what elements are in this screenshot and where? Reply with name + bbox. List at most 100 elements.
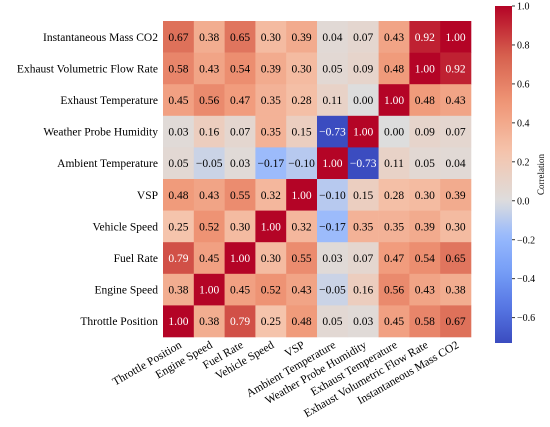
cell-value-label: 0.38	[446, 285, 466, 297]
heatmap-cell	[163, 84, 195, 117]
heatmap-cell	[193, 179, 225, 211]
cell-value-label: 0.25	[168, 221, 188, 233]
cell-value-label: 0.00	[353, 95, 373, 107]
cell-value-label: 0.48	[384, 63, 404, 75]
heatmap-cell	[317, 147, 349, 180]
heatmap-cell	[440, 210, 472, 243]
cell-value-label: 0.35	[261, 95, 281, 107]
colorbar-gradient	[495, 6, 512, 343]
heatmap-cell	[317, 179, 349, 211]
cell-value-label: 0.30	[261, 32, 281, 44]
cell-value-label: 1.00	[199, 285, 219, 297]
cell-value-label: 0.39	[261, 63, 281, 75]
row-label: VSP	[137, 190, 158, 202]
heatmap-cell	[163, 115, 195, 148]
heatmap-cell	[440, 147, 472, 180]
heatmap-cell	[347, 147, 379, 180]
heatmap-cell	[409, 21, 441, 53]
heatmap-cell	[409, 52, 441, 85]
colorbar-tick-label: 0.8	[517, 40, 530, 51]
cell-value-label: 0.03	[353, 316, 373, 328]
cell-value-label: 0.58	[415, 316, 435, 328]
cell-value-label: 1.00	[230, 253, 250, 265]
heatmap-cell	[347, 84, 379, 117]
heatmap-cell	[193, 147, 225, 180]
heatmap-cell	[163, 210, 195, 243]
cell-value-label: 0.65	[230, 32, 250, 44]
cell-value-label: 0.39	[415, 221, 435, 233]
heatmap-cell	[163, 147, 195, 180]
heatmap-cell	[224, 21, 256, 53]
heatmap-cell	[286, 273, 318, 306]
colorbar-tick-label: −0.2	[517, 235, 535, 246]
row-label: Vehicle Speed	[93, 221, 159, 233]
heatmap-cell	[440, 305, 472, 338]
cell-value-label: 0.05	[415, 158, 435, 170]
colorbar-tick-label: −0.6	[517, 313, 535, 324]
cell-value-label: 0.92	[415, 32, 435, 44]
heatmap-cell	[286, 242, 318, 275]
row-label: Exhaust Temperature	[60, 95, 158, 107]
heatmap-cell	[378, 179, 410, 211]
cell-value-label: 0.58	[168, 63, 188, 75]
row-label: Exhaust Volumetric Flow Rate	[17, 63, 158, 75]
cell-value-label: 0.04	[322, 32, 342, 44]
heatmap-cell	[347, 305, 379, 338]
heatmap-cell	[347, 242, 379, 275]
cell-value-label: 0.16	[199, 127, 219, 139]
cell-value-label: 0.35	[384, 221, 404, 233]
cell-value-label: 0.43	[446, 95, 466, 107]
cell-value-label: 0.55	[292, 253, 312, 265]
heatmap-cell	[440, 115, 472, 148]
cell-value-label: −0.05	[196, 158, 223, 170]
cell-value-label: 0.47	[384, 253, 404, 265]
cell-value-label: 0.30	[415, 190, 435, 202]
heatmap-cell	[440, 21, 472, 53]
heatmap-cell	[347, 52, 379, 85]
colorbar: 1.0 0.8 0.6 0.4 0.2 0.0 −0.2 −0.4 −0.6 Correlatio…	[495, 2, 546, 343]
heatmap-cell	[255, 147, 287, 180]
heatmap-cell	[286, 147, 318, 180]
row-label: Engine Speed	[94, 285, 158, 297]
heatmap-cell	[163, 305, 195, 338]
heatmap-cell	[193, 115, 225, 148]
heatmap-cell	[193, 21, 225, 53]
cell-value-label: 0.43	[199, 190, 219, 202]
heatmap-cell	[193, 210, 225, 243]
heatmap-cell	[317, 52, 349, 85]
cell-value-label: 0.30	[261, 253, 281, 265]
heatmap-cell	[255, 84, 287, 117]
cell-value-label: 0.43	[415, 285, 435, 297]
heatmap-cell	[378, 21, 410, 53]
heatmap-cell	[163, 179, 195, 211]
cell-value-label: 0.28	[384, 190, 404, 202]
cell-value-label: 0.48	[168, 190, 188, 202]
heatmap-cell	[286, 305, 318, 338]
cell-value-label: 0.38	[168, 285, 188, 297]
heatmap-cell	[409, 84, 441, 117]
cell-value-label: 0.03	[322, 253, 342, 265]
heatmap-cell	[286, 52, 318, 85]
heatmap-cell	[409, 147, 441, 180]
heatmap-cell	[440, 84, 472, 117]
heatmap-cell	[378, 147, 410, 180]
cell-value-label: 0.65	[446, 253, 466, 265]
cell-value-label: 0.09	[415, 127, 435, 139]
cell-value-label: 0.54	[415, 253, 435, 265]
cell-value-label: 0.07	[353, 253, 373, 265]
cell-value-label: 0.52	[199, 221, 219, 233]
heatmap-cell	[163, 273, 195, 306]
heatmap-cell	[347, 210, 379, 243]
cell-value-label: 0.45	[230, 285, 250, 297]
cell-value-label: 0.38	[199, 32, 219, 44]
cell-value-label: 0.52	[261, 285, 281, 297]
heatmap-cell	[224, 179, 256, 211]
cell-value-label: 0.45	[168, 95, 188, 107]
row-label: Throttle Position	[80, 316, 158, 328]
heatmap-cell	[440, 273, 472, 306]
cell-value-label: 0.16	[353, 285, 373, 297]
heatmap-cell	[193, 84, 225, 117]
cell-value-label: 0.67	[446, 316, 466, 328]
heatmap-cell	[255, 21, 287, 53]
row-label: Weather Probe Humidity	[43, 127, 158, 139]
